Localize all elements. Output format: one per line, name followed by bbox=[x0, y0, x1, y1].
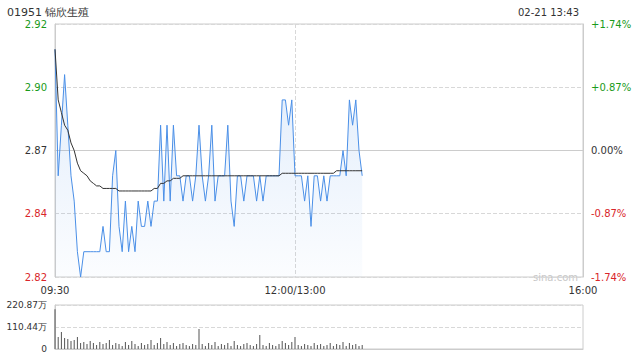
svg-text:2.82: 2.82 bbox=[25, 272, 47, 283]
svg-text:12:00/13:00: 12:00/13:00 bbox=[264, 285, 325, 296]
svg-text:220.87万: 220.87万 bbox=[7, 300, 48, 310]
svg-text:0: 0 bbox=[41, 344, 47, 354]
svg-text:02-21 13:43: 02-21 13:43 bbox=[518, 7, 579, 18]
svg-text:2.90: 2.90 bbox=[25, 82, 47, 93]
svg-text:+1.74%: +1.74% bbox=[591, 19, 631, 30]
svg-text:0.00%: 0.00% bbox=[591, 145, 623, 156]
svg-text:2.84: 2.84 bbox=[25, 208, 47, 219]
svg-text:+0.87%: +0.87% bbox=[591, 82, 631, 93]
svg-text:sina.com: sina.com bbox=[533, 271, 578, 283]
svg-text:110.44万: 110.44万 bbox=[7, 322, 48, 332]
svg-text:-0.87%: -0.87% bbox=[591, 208, 626, 219]
svg-text:01951 锦欣生殖: 01951 锦欣生殖 bbox=[7, 6, 90, 19]
svg-text:-1.74%: -1.74% bbox=[591, 272, 626, 283]
svg-text:16:00: 16:00 bbox=[569, 285, 598, 296]
svg-text:2.87: 2.87 bbox=[25, 145, 47, 156]
svg-text:2.92: 2.92 bbox=[25, 19, 47, 30]
svg-text:09:30: 09:30 bbox=[41, 285, 70, 296]
